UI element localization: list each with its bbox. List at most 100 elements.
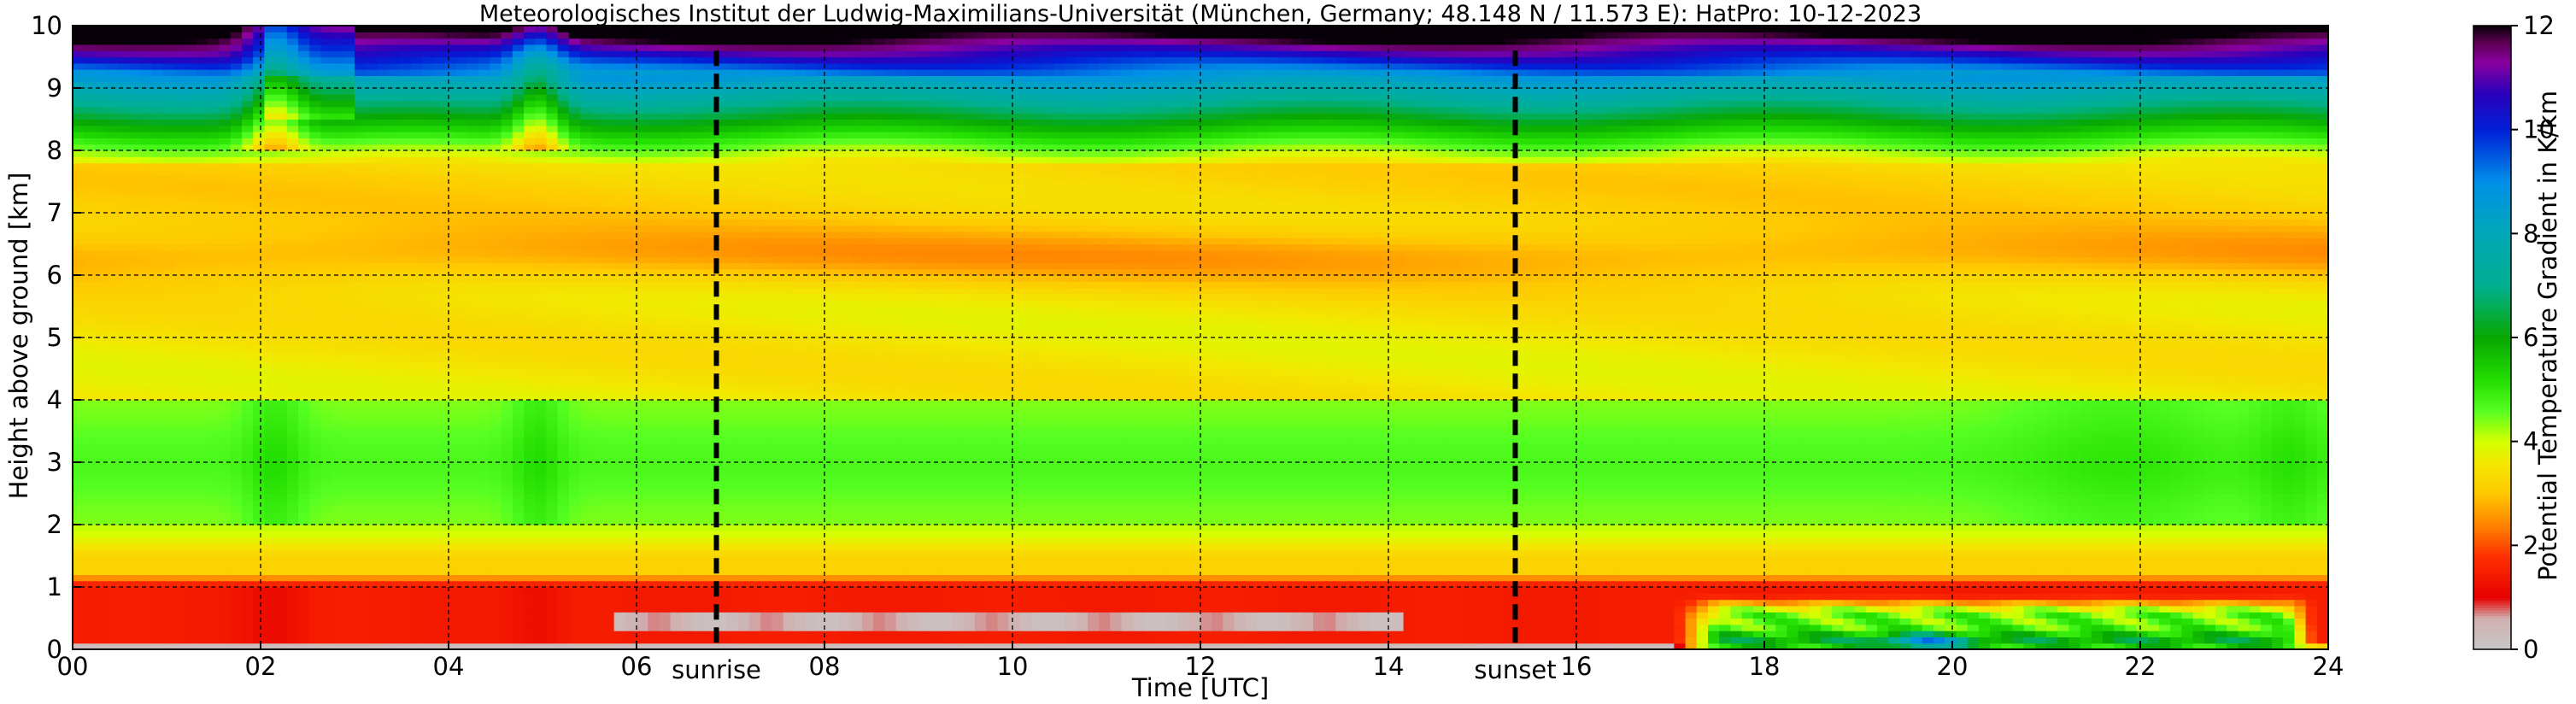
heatmap-cell (389, 419, 401, 425)
heatmap-cell (276, 381, 288, 388)
heatmap-cell (332, 113, 344, 120)
heatmap-cell (140, 512, 152, 519)
heatmap-cell (591, 101, 603, 108)
heatmap-cell (320, 400, 332, 407)
heatmap-cell (445, 113, 457, 120)
heatmap-cell (208, 300, 220, 307)
heatmap-cell (524, 475, 536, 482)
heatmap-cell (84, 101, 96, 108)
heatmap-cell (513, 406, 525, 413)
heatmap-cell (400, 431, 412, 438)
heatmap-cell (140, 194, 152, 201)
heatmap-cell (535, 219, 547, 226)
heatmap-cell (513, 375, 525, 382)
heatmap-cell (332, 337, 344, 344)
heatmap-cell (151, 244, 163, 251)
heatmap-cell (478, 356, 490, 363)
heatmap-cell (163, 156, 175, 163)
heatmap-cell (163, 487, 175, 494)
heatmap-cell (140, 325, 152, 331)
heatmap-cell (140, 69, 152, 76)
heatmap-cell (174, 525, 186, 531)
heatmap-cell (580, 587, 592, 594)
heatmap-cell (129, 107, 141, 114)
heatmap-cell (287, 107, 299, 114)
heatmap-cell (95, 57, 107, 64)
heatmap-cell (513, 362, 525, 369)
heatmap-cell (478, 69, 490, 76)
heatmap-cell (478, 593, 490, 600)
heatmap-cell (400, 369, 412, 376)
heatmap-cell (129, 413, 141, 419)
heatmap-cell (411, 549, 423, 556)
heatmap-cell (366, 75, 378, 82)
heatmap-cell (524, 443, 536, 450)
heatmap-cell (614, 413, 626, 419)
heatmap-cell (524, 226, 536, 232)
heatmap-cell (502, 400, 513, 407)
heatmap-cell (535, 549, 547, 556)
heatmap-cell (208, 120, 220, 126)
heatmap-cell (343, 163, 355, 170)
heatmap-cell (174, 244, 186, 251)
heatmap-cell (569, 219, 581, 226)
heatmap-cell (95, 387, 107, 394)
heatmap-cell (107, 132, 119, 138)
heatmap-cell (343, 413, 355, 419)
heatmap-cell (478, 294, 490, 301)
heatmap-cell (524, 300, 536, 307)
heatmap-cell (490, 637, 502, 643)
heatmap-cell (197, 512, 208, 519)
heatmap-cell (264, 350, 276, 357)
heatmap-cell (602, 574, 614, 581)
heatmap-cell (276, 556, 288, 563)
heatmap-cell (366, 50, 378, 57)
heatmap-cell (569, 132, 581, 138)
heatmap-cell (389, 57, 401, 64)
heatmap-cell (502, 32, 513, 38)
heatmap-cell (602, 362, 614, 369)
heatmap-cell (309, 512, 321, 519)
heatmap-cell (343, 537, 355, 544)
heatmap-cell (163, 262, 175, 269)
heatmap-cell (422, 250, 434, 257)
heatmap-cell (389, 500, 401, 507)
heatmap-cell (546, 468, 558, 475)
heatmap-cell (614, 537, 626, 544)
heatmap-cell (140, 593, 152, 600)
heatmap-cell (197, 307, 208, 314)
heatmap-cell (513, 88, 525, 95)
heatmap-cell (95, 281, 107, 288)
heatmap-cell (502, 275, 513, 282)
heatmap-cell (287, 232, 299, 238)
heatmap-cell (614, 531, 626, 537)
heatmap-cell (107, 574, 119, 581)
heatmap-cell (220, 63, 232, 70)
heatmap-cell (185, 307, 197, 314)
heatmap-cell (343, 194, 355, 201)
heatmap-cell (490, 381, 502, 388)
heatmap-cell (524, 63, 536, 70)
heatmap-cell (208, 413, 220, 419)
heatmap-cell (343, 449, 355, 456)
heatmap-cell (524, 113, 536, 120)
heatmap-cell (242, 169, 254, 176)
heatmap-cell (208, 369, 220, 376)
heatmap-cell (264, 362, 276, 369)
heatmap-cell (276, 182, 288, 189)
heatmap-cell (332, 107, 344, 114)
heatmap-cell (400, 150, 412, 157)
heatmap-cell (524, 337, 536, 344)
heatmap-cell (535, 94, 547, 101)
heatmap-cell (535, 75, 547, 82)
heatmap-cell (445, 94, 457, 101)
heatmap-cell (478, 244, 490, 251)
heatmap-cell (456, 543, 468, 550)
heatmap-cell (309, 506, 321, 513)
heatmap-cell (231, 356, 243, 363)
heatmap-cell (456, 38, 468, 45)
heatmap-cell (502, 531, 513, 537)
heatmap-cell (456, 75, 468, 82)
heatmap-cell (389, 188, 401, 195)
heatmap-cell (320, 182, 332, 189)
